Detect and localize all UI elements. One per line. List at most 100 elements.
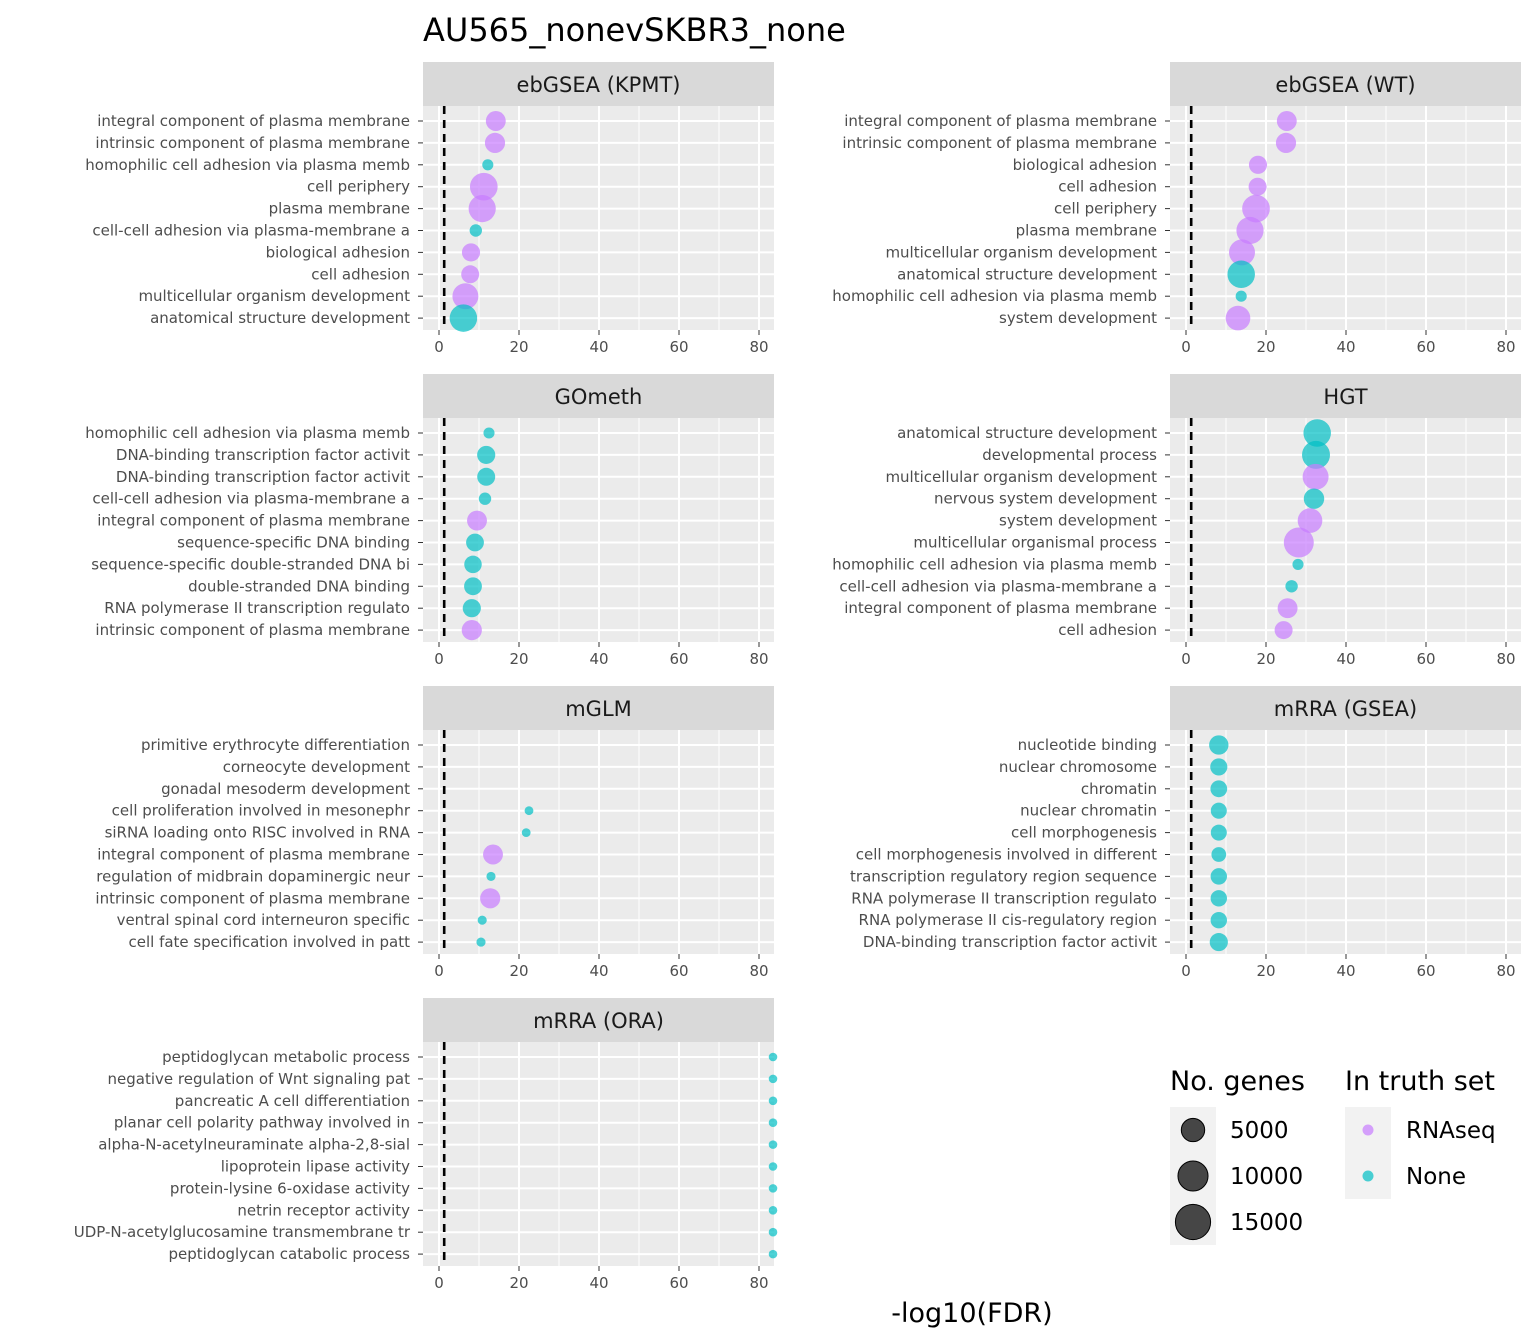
x-tick-label: 0: [434, 1274, 444, 1292]
y-tick-label: RNA polymerase II transcription regulato: [851, 889, 1157, 907]
data-point: [1211, 847, 1227, 862]
data-point: [1210, 824, 1227, 841]
facet-strip: [1170, 374, 1521, 418]
data-point: [449, 304, 478, 332]
data-point: [1236, 216, 1264, 245]
y-tick-label: alpha-N-acetylneuraminate alpha-2,8-sial: [98, 1136, 410, 1154]
legend-color-label-none: None: [1406, 1164, 1466, 1190]
y-tick-label: peptidoglycan metabolic process: [162, 1048, 410, 1066]
x-tick-label: 80: [749, 1274, 768, 1292]
data-point: [485, 111, 506, 131]
facet-strip: [423, 62, 774, 106]
data-point: [1229, 239, 1255, 266]
facet-strip: [423, 998, 774, 1042]
data-point: [1277, 598, 1298, 619]
facet-strip-label: HGT: [1323, 385, 1367, 409]
y-tick-label: cell adhesion: [1058, 621, 1157, 639]
data-point: [768, 1249, 778, 1259]
y-tick-label: sequence-specific double-stranded DNA bi: [91, 555, 410, 573]
data-point: [1303, 488, 1325, 509]
y-tick-label: plasma membrane: [1016, 222, 1157, 240]
y-tick-label: developmental process: [982, 446, 1157, 464]
y-tick-label: multicellular organism development: [885, 468, 1157, 486]
data-point: [1210, 758, 1228, 776]
y-tick-label: homophilic cell adhesion via plasma memb: [85, 424, 410, 442]
data-point: [1292, 558, 1304, 570]
x-tick-label: 80: [1496, 650, 1515, 668]
data-point: [768, 1074, 778, 1084]
data-point: [464, 555, 482, 574]
y-tick-label: nuclear chromatin: [1020, 802, 1157, 820]
data-point: [1303, 419, 1331, 447]
data-point: [768, 1227, 778, 1237]
data-point: [1248, 177, 1267, 196]
x-tick-label: 80: [749, 338, 768, 356]
y-tick-label: intrinsic component of plasma membrane: [95, 889, 410, 907]
y-tick-label: multicellular organismal process: [913, 534, 1157, 552]
y-tick-label: DNA-binding transcription factor activit: [116, 446, 410, 464]
y-tick-label: multicellular organism development: [885, 243, 1157, 261]
x-tick-label: 60: [1416, 650, 1435, 668]
y-tick-label: nucleotide binding: [1018, 736, 1157, 754]
data-point: [1227, 260, 1255, 289]
data-point: [483, 844, 503, 865]
y-tick-label: homophilic cell adhesion via plasma memb: [832, 555, 1157, 573]
x-tick-label: 0: [1181, 962, 1191, 980]
facet-strip-label: mGLM: [565, 697, 632, 721]
data-point: [1275, 132, 1297, 153]
chart-title: AU565_nonevSKBR3_none: [423, 11, 846, 49]
legend-size-key-10000: [1177, 1160, 1209, 1192]
data-point: [1276, 111, 1297, 131]
x-tick-label: 40: [589, 962, 608, 980]
y-tick-label: chromatin: [1081, 780, 1157, 798]
data-point: [768, 1096, 778, 1106]
data-point: [1210, 890, 1228, 907]
facet-ebgsea-wt: ebGSEA (WT) 0 20 40 60 80 integral component o…: [832, 62, 1521, 356]
y-tick-label: cell fate specification involved in patt: [128, 933, 410, 951]
data-point: [1302, 463, 1329, 490]
data-point: [461, 620, 482, 641]
data-point: [1210, 802, 1227, 819]
y-tick-label: protein-lysine 6-oxidase activity: [170, 1179, 410, 1197]
data-point: [768, 1052, 778, 1062]
y-tick-label: transcription regulatory region sequence: [850, 867, 1157, 885]
facet-strip: [1170, 686, 1521, 730]
x-tick-label: 80: [749, 962, 768, 980]
x-tick-label: 40: [1336, 650, 1355, 668]
data-point: [477, 467, 496, 486]
y-tick-label: regulation of midbrain dopaminergic neur: [96, 867, 411, 885]
data-point: [477, 915, 487, 925]
facet-strip: [423, 686, 774, 730]
y-tick-label: UDP-N-acetylglucosamine transmembrane tr: [74, 1223, 411, 1241]
y-tick-label: biological adhesion: [266, 243, 410, 261]
y-tick-label: intrinsic component of plasma membrane: [95, 134, 410, 152]
data-point: [768, 1118, 778, 1127]
data-point: [768, 1206, 778, 1215]
x-tick-label: 20: [1256, 338, 1275, 356]
y-tick-label: RNA polymerase II transcription regulato: [104, 599, 410, 617]
data-point: [1283, 527, 1314, 558]
y-tick-label: lipoprotein lipase activity: [221, 1158, 410, 1176]
data-point: [469, 172, 498, 201]
data-point: [521, 828, 531, 838]
y-tick-label: ventral spinal cord interneuron specific: [117, 911, 410, 929]
y-tick-label: integral component of plasma membrane: [844, 112, 1157, 130]
data-point: [467, 510, 487, 531]
y-tick-label: gonadal mesoderm development: [161, 780, 410, 798]
y-tick-label: integral component of plasma membrane: [844, 599, 1157, 617]
y-tick-label: DNA-binding transcription factor activit: [116, 468, 410, 486]
data-point: [462, 599, 481, 618]
y-tick-label: cell adhesion: [1058, 178, 1157, 196]
y-tick-label: negative regulation of Wnt signaling pat: [108, 1070, 411, 1088]
facet-strip-label: ebGSEA (KPMT): [517, 73, 681, 97]
data-point: [1210, 780, 1228, 798]
x-tick-label: 60: [669, 1274, 688, 1292]
x-tick-label: 60: [1416, 962, 1435, 980]
data-point: [768, 1184, 778, 1193]
legend-size-label-10000: 10000: [1230, 1164, 1303, 1190]
y-tick-label: cell adhesion: [311, 265, 410, 283]
data-point: [768, 1140, 778, 1149]
y-tick-label: anatomical structure development: [150, 309, 410, 327]
data-point: [1209, 735, 1229, 755]
x-tick-label: 20: [1256, 962, 1275, 980]
